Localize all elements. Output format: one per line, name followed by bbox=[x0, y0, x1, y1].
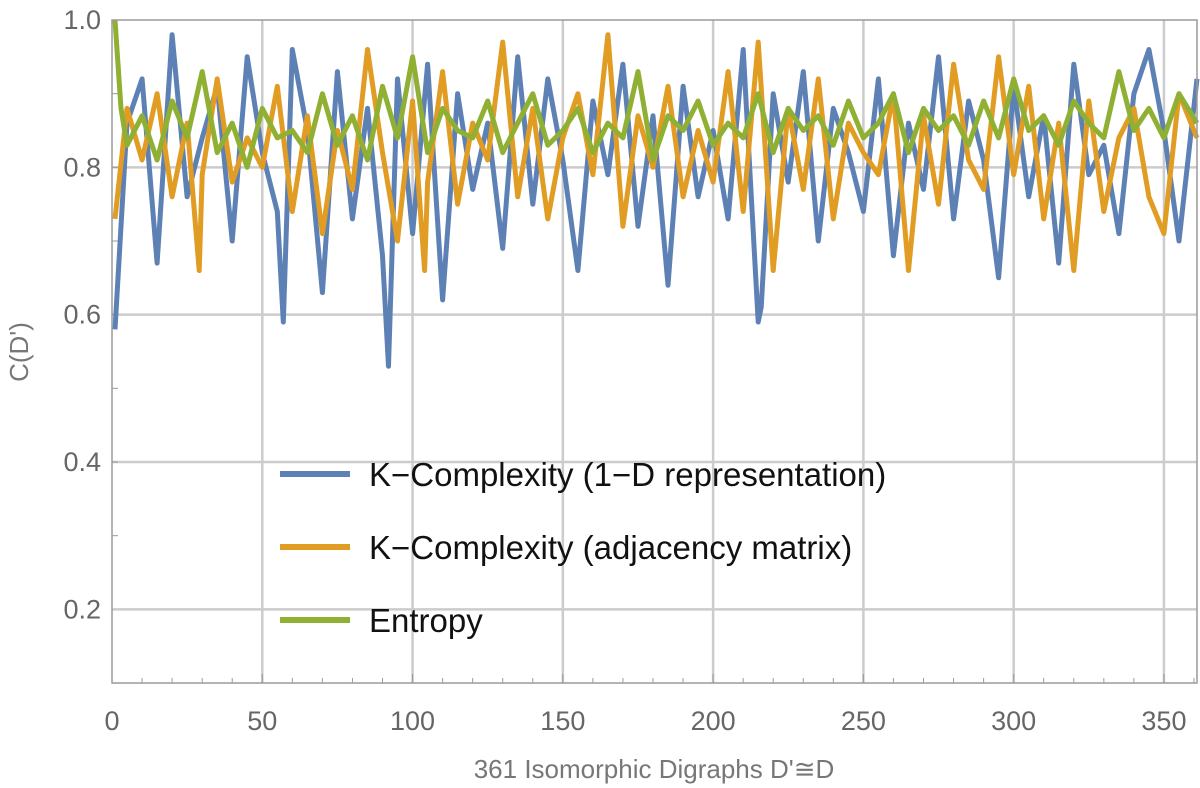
series-line-2 bbox=[112, 32, 1200, 273]
legend-label: K−Complexity (1−D representation) bbox=[369, 456, 886, 493]
x-tick-labels: 0 50 100 150 200 250 300 350 bbox=[104, 706, 1186, 736]
y-tick-label: 0.2 bbox=[63, 594, 101, 624]
series-lines bbox=[112, 19, 1200, 369]
y-tick-label: 0.8 bbox=[63, 152, 101, 182]
y-tick-label: 0.4 bbox=[63, 447, 101, 477]
plot-frame bbox=[111, 19, 1198, 684]
legend: K−Complexity (1−D representation) K−Compl… bbox=[280, 456, 886, 639]
x-tick-label: 0 bbox=[104, 706, 119, 736]
x-axis-title: 361 Isomorphic Digraphs D'≅D bbox=[474, 754, 835, 784]
x-tick-label: 150 bbox=[540, 706, 585, 736]
y-axis-title: C(D') bbox=[4, 322, 34, 382]
y-tick-label: 0.6 bbox=[63, 300, 101, 330]
x-tick-label: 200 bbox=[691, 706, 736, 736]
x-tick-label: 300 bbox=[991, 706, 1036, 736]
x-tick-label: 350 bbox=[1141, 706, 1186, 736]
legend-label: K−Complexity (adjacency matrix) bbox=[369, 529, 852, 566]
x-tick-label: 50 bbox=[247, 706, 277, 736]
x-tick-label: 100 bbox=[390, 706, 435, 736]
x-tick-label: 250 bbox=[841, 706, 886, 736]
legend-label: Entropy bbox=[369, 602, 483, 639]
minor-ticks bbox=[112, 19, 1195, 683]
y-tick-label: 1.0 bbox=[63, 5, 101, 35]
y-tick-labels: 0.2 0.4 0.6 0.8 1.0 bbox=[63, 5, 101, 624]
series-line-3 bbox=[112, 19, 1200, 170]
